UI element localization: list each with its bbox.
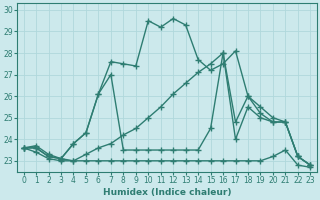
X-axis label: Humidex (Indice chaleur): Humidex (Indice chaleur) xyxy=(103,188,231,197)
